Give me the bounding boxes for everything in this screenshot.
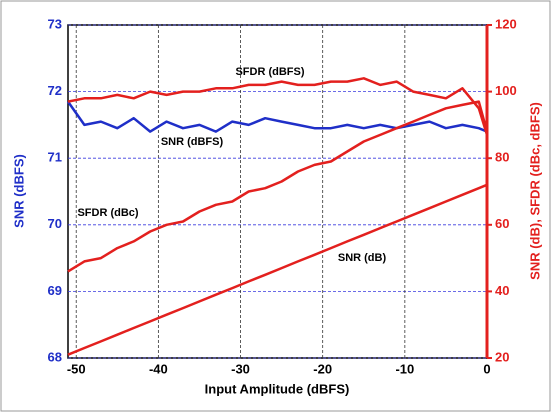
y-tick-label: 73 [48, 16, 62, 31]
x-axis-label: Input Amplitude (dBFS) [205, 381, 350, 396]
y2-tick-label: 40 [495, 283, 509, 298]
y2-tick-label: 60 [495, 216, 509, 231]
y-tick-label: 72 [48, 83, 62, 98]
y-axis-label: SNR (dBFS) [11, 154, 26, 228]
x-tick-label: -50 [67, 361, 86, 376]
series-line [67, 77, 489, 136]
y-tick-label: 71 [48, 150, 62, 165]
x-tick-label: -40 [149, 361, 168, 376]
y-tick-label: 69 [48, 283, 62, 298]
series-label: SFDR (dBFS) [235, 66, 304, 78]
x-tick-label: 0 [483, 361, 490, 376]
y2-tick-label: 100 [495, 83, 517, 98]
y-tick-label: 68 [48, 349, 62, 364]
series-line [66, 100, 488, 133]
y2-tick-label: 80 [495, 150, 509, 165]
series-label: SFDR (dBc) [77, 207, 138, 219]
x-tick-label: -10 [395, 361, 414, 376]
series-line [67, 100, 489, 273]
y2-tick-label: 120 [495, 16, 517, 31]
x-tick-label: -30 [231, 361, 250, 376]
series-line [67, 183, 488, 356]
plot-area [67, 24, 488, 359]
x-tick-label: -20 [313, 361, 332, 376]
y2-axis-label: SNR (dB), SFDR (dBc, dBFS) [527, 102, 542, 280]
series-label: SNR (dBFS) [161, 136, 224, 148]
y2-tick-label: 20 [495, 349, 509, 364]
series-label: SNR (dB) [338, 252, 387, 264]
y-tick-label: 70 [48, 216, 62, 231]
